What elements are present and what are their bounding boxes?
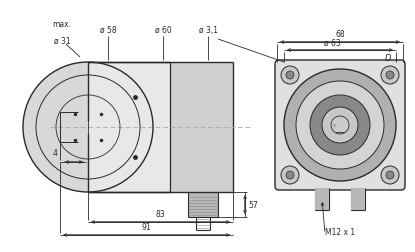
Circle shape <box>386 72 394 80</box>
Circle shape <box>284 70 396 181</box>
Circle shape <box>23 63 153 192</box>
Circle shape <box>386 171 394 179</box>
Text: ø 58: ø 58 <box>100 26 116 35</box>
Circle shape <box>381 166 399 184</box>
Text: D: D <box>385 53 391 62</box>
Text: 83: 83 <box>156 209 165 218</box>
Bar <box>88 63 233 192</box>
Circle shape <box>322 108 358 143</box>
Text: M12 x 1: M12 x 1 <box>325 227 355 236</box>
Circle shape <box>296 82 384 169</box>
Circle shape <box>281 166 299 184</box>
Circle shape <box>331 116 349 135</box>
Text: ø 63: ø 63 <box>324 39 340 48</box>
Circle shape <box>281 67 299 85</box>
Circle shape <box>310 96 370 155</box>
FancyBboxPatch shape <box>275 61 405 190</box>
Text: 68: 68 <box>335 30 345 39</box>
Circle shape <box>381 67 399 85</box>
Bar <box>188 192 218 217</box>
Text: ø 31: ø 31 <box>54 37 70 46</box>
Bar <box>351 188 365 210</box>
Text: 4: 4 <box>53 148 57 158</box>
Bar <box>315 188 329 210</box>
Bar <box>170 63 233 192</box>
Text: 57: 57 <box>248 200 258 209</box>
Circle shape <box>286 171 294 179</box>
Text: max.: max. <box>53 20 71 29</box>
Text: 91: 91 <box>142 222 151 231</box>
Circle shape <box>286 72 294 80</box>
Text: ø 60: ø 60 <box>155 26 171 35</box>
Text: ø 3,1: ø 3,1 <box>198 26 217 35</box>
